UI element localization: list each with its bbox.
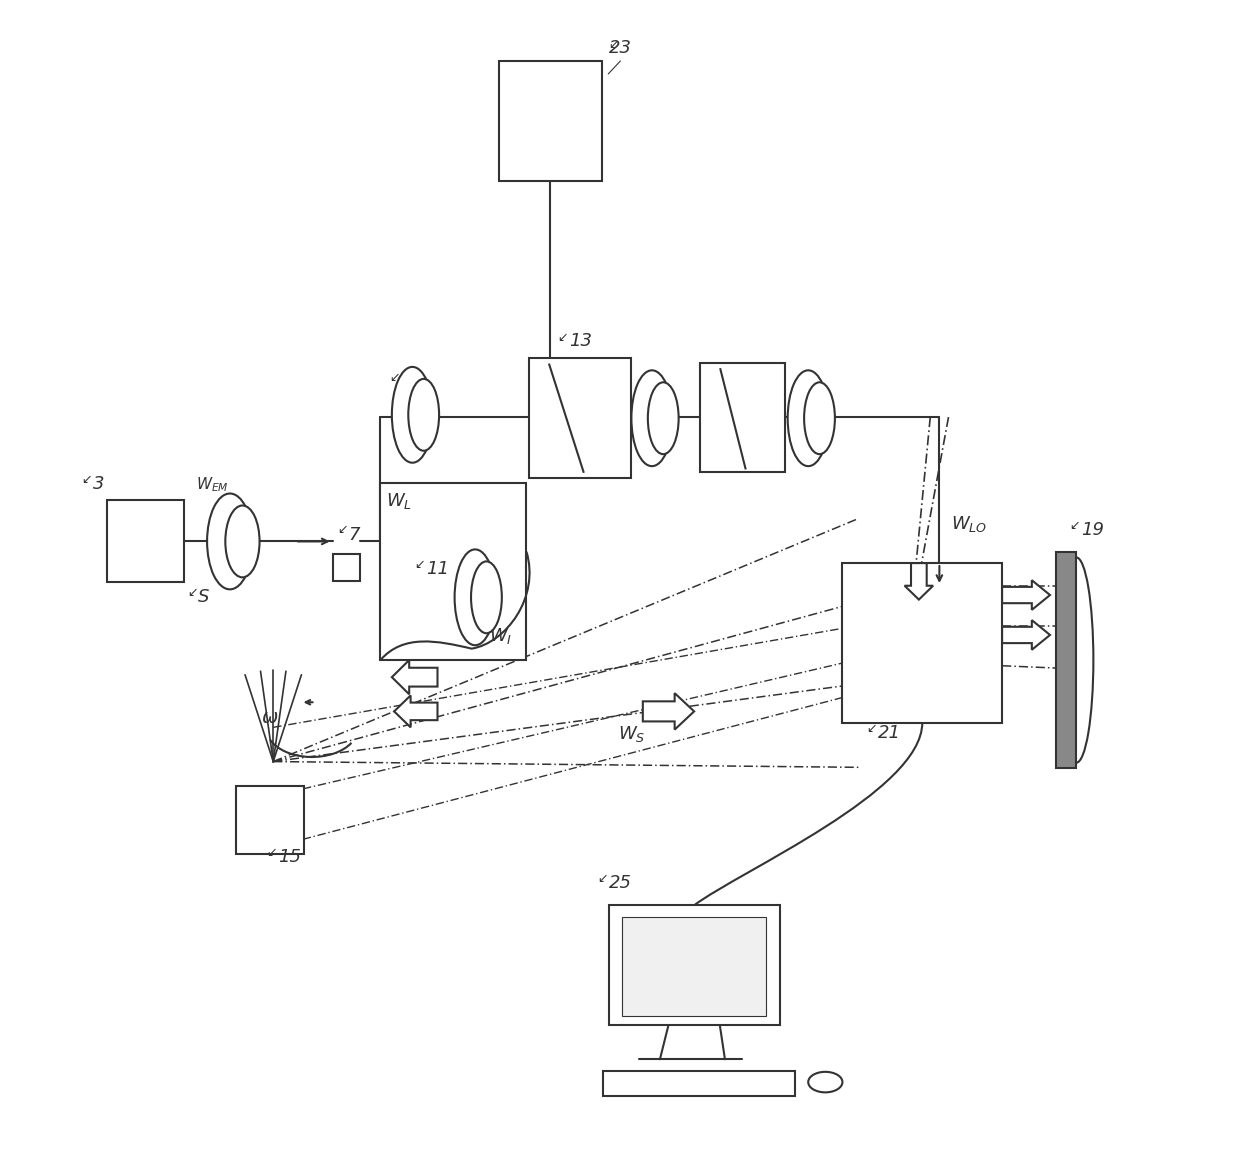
Ellipse shape	[631, 370, 672, 466]
Bar	[699, 363, 785, 472]
Bar	[609, 905, 780, 1025]
Text: $W_{EM}$: $W_{EM}$	[196, 475, 228, 494]
Ellipse shape	[408, 379, 439, 450]
Ellipse shape	[207, 494, 253, 589]
Ellipse shape	[471, 562, 502, 633]
Bar	[622, 917, 766, 1016]
Polygon shape	[905, 563, 934, 600]
Text: 13: 13	[569, 332, 591, 350]
Polygon shape	[1002, 620, 1050, 650]
Text: 25: 25	[609, 874, 631, 892]
Text: ↙: ↙	[557, 331, 568, 344]
Bar	[107, 500, 185, 583]
Text: 7: 7	[348, 526, 360, 545]
Bar	[332, 554, 360, 581]
Bar	[1055, 552, 1076, 769]
Text: ↙: ↙	[187, 586, 198, 599]
Text: $\omega$: $\omega$	[260, 708, 278, 727]
Bar	[381, 484, 527, 660]
Text: 15: 15	[278, 848, 301, 866]
Text: ↙: ↙	[82, 473, 92, 486]
Ellipse shape	[392, 367, 433, 463]
Text: ↙: ↙	[389, 371, 401, 384]
Text: 21: 21	[878, 724, 900, 741]
Bar	[842, 563, 1002, 723]
Ellipse shape	[647, 383, 678, 454]
Text: $W_{LO}$: $W_{LO}$	[951, 514, 987, 534]
Text: $W_I$: $W_I$	[489, 626, 512, 646]
Ellipse shape	[455, 549, 496, 646]
Text: $W_L$: $W_L$	[386, 491, 412, 511]
Text: 9: 9	[401, 372, 413, 391]
Text: S: S	[198, 588, 210, 606]
Text: ↙: ↙	[867, 722, 877, 735]
Text: ↙: ↙	[414, 557, 425, 571]
Text: ↙: ↙	[609, 38, 619, 51]
Text: ↙: ↙	[598, 872, 608, 886]
Polygon shape	[394, 695, 438, 727]
Ellipse shape	[804, 383, 835, 454]
Bar	[603, 1071, 795, 1096]
Polygon shape	[642, 693, 694, 730]
Bar	[528, 357, 631, 478]
Text: $W_S$: $W_S$	[618, 724, 645, 743]
Text: ↙: ↙	[267, 847, 277, 859]
Bar	[498, 61, 601, 182]
Polygon shape	[1002, 580, 1050, 610]
Bar	[236, 786, 304, 854]
Text: ↙: ↙	[1069, 519, 1080, 532]
Ellipse shape	[787, 370, 828, 466]
Ellipse shape	[226, 506, 259, 577]
Polygon shape	[392, 660, 438, 694]
Ellipse shape	[808, 1072, 842, 1093]
Text: 3: 3	[93, 475, 104, 493]
Text: ↙: ↙	[337, 524, 347, 537]
Text: 11: 11	[427, 561, 449, 578]
Text: 19: 19	[1081, 520, 1104, 539]
Text: 23: 23	[609, 39, 631, 57]
